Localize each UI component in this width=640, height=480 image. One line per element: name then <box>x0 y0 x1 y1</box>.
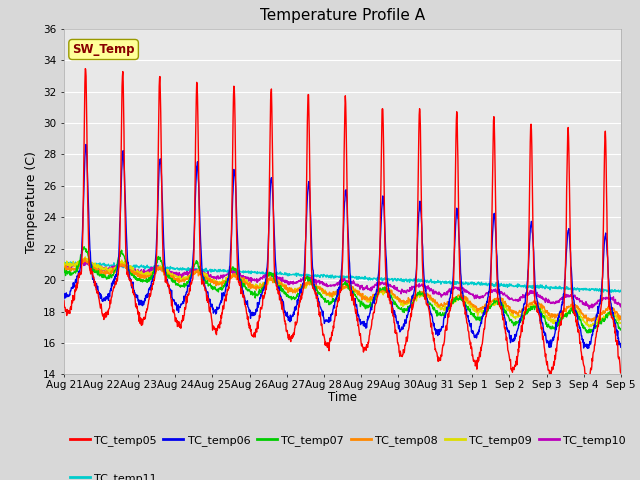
TC_temp09 <box>81 254 89 260</box>
TC_temp07 <box>60 266 68 272</box>
TC_temp05 <box>502 330 509 336</box>
TC_temp11 <box>171 266 179 272</box>
TC_temp08 <box>246 286 254 292</box>
TC_temp07 <box>583 330 591 336</box>
TC_temp08 <box>184 276 192 282</box>
TC_temp09 <box>60 260 68 266</box>
TC_temp09 <box>171 272 179 277</box>
TC_temp10 <box>246 277 254 283</box>
TC_temp10 <box>184 270 192 276</box>
TC_temp07 <box>502 308 509 314</box>
TC_temp07 <box>246 288 254 294</box>
TC_temp06 <box>184 283 192 289</box>
Line: TC_temp05: TC_temp05 <box>64 69 621 381</box>
TC_temp10 <box>551 300 559 305</box>
TC_temp07 <box>429 305 437 311</box>
TC_temp06 <box>429 319 437 325</box>
TC_temp07 <box>184 279 192 285</box>
TC_temp09 <box>585 324 593 330</box>
TC_temp08 <box>502 301 509 307</box>
TC_temp06 <box>171 299 179 305</box>
TC_temp08 <box>171 277 179 283</box>
TC_temp06 <box>617 344 625 350</box>
TC_temp05 <box>617 370 625 376</box>
Legend: TC_temp11: TC_temp11 <box>70 473 157 480</box>
TC_temp11 <box>502 282 509 288</box>
TC_temp07 <box>171 279 179 285</box>
TC_temp09 <box>429 296 437 301</box>
TC_temp09 <box>246 283 254 289</box>
TC_temp10 <box>60 263 68 269</box>
Line: TC_temp08: TC_temp08 <box>64 258 621 322</box>
TC_temp07 <box>551 324 559 330</box>
TC_temp06 <box>82 142 90 147</box>
TC_temp08 <box>551 311 559 317</box>
TC_temp11 <box>184 267 192 273</box>
TC_temp11 <box>607 289 615 295</box>
X-axis label: Time: Time <box>328 391 357 404</box>
Y-axis label: Temperature (C): Temperature (C) <box>24 151 38 252</box>
TC_temp11 <box>246 269 254 275</box>
TC_temp07 <box>617 326 625 332</box>
TC_temp08 <box>81 255 89 261</box>
TC_temp10 <box>585 306 593 312</box>
TC_temp09 <box>502 304 509 310</box>
TC_temp07 <box>80 244 88 250</box>
TC_temp08 <box>617 316 625 322</box>
TC_temp05 <box>184 291 192 297</box>
Line: TC_temp11: TC_temp11 <box>64 262 621 292</box>
TC_temp11 <box>617 288 625 293</box>
TC_temp11 <box>60 261 68 266</box>
TC_temp10 <box>171 272 179 278</box>
Text: SW_Temp: SW_Temp <box>72 43 135 56</box>
TC_temp10 <box>429 287 437 293</box>
TC_temp10 <box>502 293 509 299</box>
TC_temp05 <box>551 352 559 358</box>
TC_temp06 <box>60 296 68 301</box>
TC_temp08 <box>429 297 437 302</box>
TC_temp11 <box>429 279 437 285</box>
TC_temp08 <box>583 319 591 324</box>
TC_temp10 <box>77 257 85 263</box>
TC_temp09 <box>617 320 625 325</box>
TC_temp06 <box>584 346 591 351</box>
TC_temp05 <box>81 66 89 72</box>
TC_temp05 <box>583 378 591 384</box>
Line: TC_temp10: TC_temp10 <box>64 260 621 309</box>
TC_temp05 <box>246 328 254 334</box>
TC_temp05 <box>60 298 68 304</box>
TC_temp09 <box>551 317 559 323</box>
TC_temp11 <box>77 259 84 264</box>
TC_temp10 <box>617 304 625 310</box>
Title: Temperature Profile A: Temperature Profile A <box>260 9 425 24</box>
TC_temp06 <box>246 315 254 321</box>
TC_temp06 <box>551 330 559 336</box>
Line: TC_temp06: TC_temp06 <box>64 144 621 348</box>
TC_temp06 <box>502 319 509 324</box>
Line: TC_temp09: TC_temp09 <box>64 257 621 327</box>
TC_temp05 <box>429 334 437 340</box>
TC_temp05 <box>171 311 179 317</box>
TC_temp11 <box>551 285 559 291</box>
Line: TC_temp07: TC_temp07 <box>64 247 621 333</box>
TC_temp08 <box>60 266 68 272</box>
TC_temp09 <box>184 275 192 280</box>
